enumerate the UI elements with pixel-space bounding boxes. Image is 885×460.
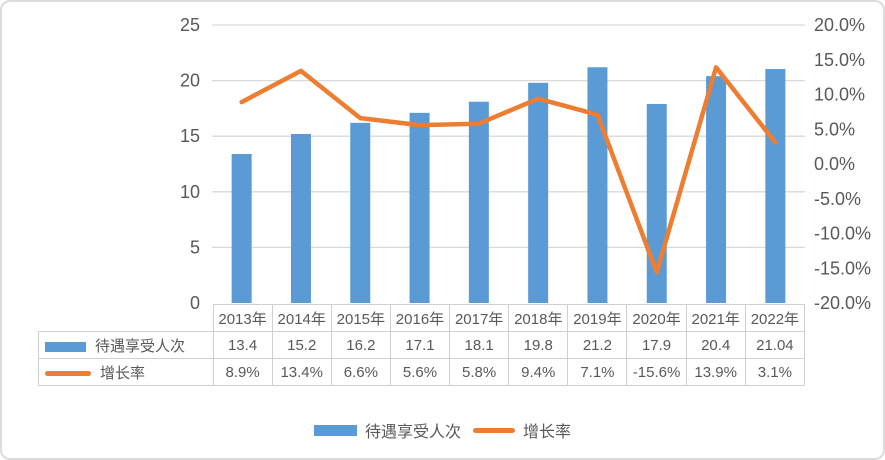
bar-2015年 <box>350 122 371 303</box>
line-series-key-icon <box>45 371 91 377</box>
bar-2017年 <box>468 101 489 303</box>
table-cell-0-6: 21.2 <box>567 331 628 359</box>
table-cell-0-5: 19.8 <box>508 331 569 359</box>
series-name: 待遇享受人次 <box>95 337 186 355</box>
table-row-label-1: 增长率 <box>38 358 214 386</box>
right-axis-tick-label: -20.0% <box>814 293 871 313</box>
year-header-3: 2016年 <box>389 304 451 332</box>
legend-label-bar: 待遇享受人次 <box>364 424 461 441</box>
bar-2016年 <box>409 112 430 304</box>
table-cell-1-3: 5.6% <box>389 358 451 386</box>
table-cell-0-3: 17.1 <box>389 331 451 359</box>
table-cell-1-4: 5.8% <box>449 358 510 386</box>
table-cell-1-9: 3.1% <box>744 358 806 386</box>
left-axis-tick-label: 25 <box>180 15 200 35</box>
left-axis-tick-label: 0 <box>190 293 200 313</box>
year-header-0: 2013年 <box>212 304 273 332</box>
table-cell-0-4: 18.1 <box>449 331 510 359</box>
left-axis-tick-label: 20 <box>180 71 200 91</box>
right-axis-tick-label: -15.0% <box>814 258 871 278</box>
table-cell-1-1: 13.4% <box>271 358 332 386</box>
legend-item-bar: 待遇享受人次 <box>313 418 461 442</box>
chart-legend: 待遇享受人次 增长率 <box>2 416 883 444</box>
table-row-label-0: 待遇享受人次 <box>38 331 214 359</box>
bar-2014年 <box>290 133 311 303</box>
left-axis-tick-label: 10 <box>180 182 200 202</box>
year-header-8: 2021年 <box>685 304 746 332</box>
year-header-5: 2018年 <box>508 304 569 332</box>
right-axis-tick-label: -5.0% <box>814 189 861 209</box>
table-cell-1-2: 6.6% <box>330 358 391 386</box>
right-axis-tick-label: 20.0% <box>814 15 865 35</box>
table-row-line-series: 增长率 8.9% 13.4% 6.6% 5.6% 5.8% 9.4% 7.1% -15.6% 13… <box>38 358 806 386</box>
legend-label-line: 增长率 <box>523 424 572 441</box>
bar-2022年 <box>765 69 786 303</box>
table-cell-0-0: 13.4 <box>212 331 273 359</box>
table-cell-1-5: 9.4% <box>508 358 569 386</box>
series-name: 增长率 <box>100 364 146 382</box>
table-cell-1-7: -15.6% <box>626 358 687 386</box>
table-cell-0-8: 20.4 <box>685 331 746 359</box>
legend-item-line: 增长率 <box>473 418 571 442</box>
left-axis-tick-label: 15 <box>180 126 200 146</box>
bar-2018年 <box>528 82 549 303</box>
table-cell-0-2: 16.2 <box>330 331 391 359</box>
year-header-7: 2020年 <box>626 304 687 332</box>
bar-series-key-icon <box>45 341 86 352</box>
year-header-1: 2014年 <box>271 304 332 332</box>
table-cell-0-9: 21.04 <box>744 331 806 359</box>
table-cell-0-7: 17.9 <box>626 331 687 359</box>
year-header-2: 2015年 <box>330 304 391 332</box>
bar-series-swatch-icon <box>313 424 357 436</box>
table-header-row: 2013年 2014年 2015年 2016年 2017年 2018年 2019年 2020年… <box>39 304 806 332</box>
bar-2021年 <box>706 76 727 303</box>
bar-2013年 <box>231 153 252 303</box>
right-axis-tick-label: 5.0% <box>814 119 855 139</box>
right-axis-tick-label: 15.0% <box>814 50 865 70</box>
year-header-4: 2017年 <box>449 304 510 332</box>
growth-rate-line <box>239 65 778 275</box>
table-cell-0-1: 15.2 <box>271 331 332 359</box>
data-table: 2013年 2014年 2015年 2016年 2017年 2018年 2019年 2020年… <box>38 304 806 386</box>
table-cell-1-8: 13.9% <box>685 358 746 386</box>
year-header-6: 2019年 <box>567 304 628 332</box>
year-header-9: 2022年 <box>744 304 806 332</box>
table-cell-1-0: 8.9% <box>212 358 273 386</box>
line-series-swatch-icon <box>473 427 515 433</box>
table-cell-1-6: 7.1% <box>567 358 628 386</box>
left-axis-tick-label: 5 <box>190 237 200 257</box>
right-axis-tick-label: 10.0% <box>814 85 865 105</box>
bar-2019年 <box>587 67 608 303</box>
table-corner-cell <box>39 305 214 332</box>
right-axis-tick-label: 0.0% <box>814 154 855 174</box>
table-row-bar-series: 待遇享受人次 13.4 15.2 16.2 17.1 18.1 19.8 21.2 17.9 20… <box>38 331 806 359</box>
right-axis-tick-label: -10.0% <box>814 224 871 244</box>
